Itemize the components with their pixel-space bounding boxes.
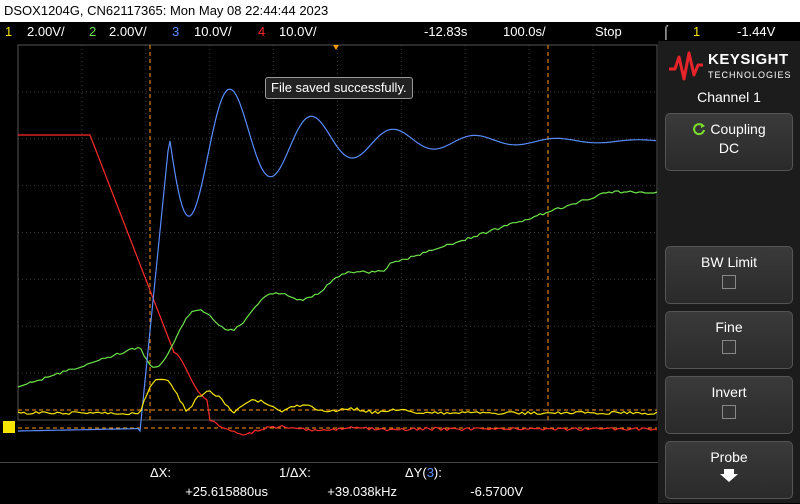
coupling-softkey[interactable]: Coupling DC [665,113,793,171]
ch1-ground-marker [3,421,15,433]
probe-softkey[interactable]: Probe [665,441,793,499]
keysight-logo: KEYSIGHT TECHNOLOGIES [668,47,793,87]
trigger-channel[interactable]: 1 [693,22,700,41]
horizontal-delay[interactable]: -12.83s [424,22,467,41]
coupling-label: Coupling [666,121,792,137]
invert-label: Invert [666,384,792,400]
invert-checkbox[interactable] [722,405,736,419]
rotate-icon [692,122,706,136]
softkey-panel: KEYSIGHT TECHNOLOGIES Channel 1 Coupling… [658,41,800,503]
ch1-number[interactable]: 1 [5,22,12,41]
ch2-scale[interactable]: 2.00V/ [109,22,147,41]
ch4-number[interactable]: 4 [258,22,265,41]
trigger-level[interactable]: -1.44V [737,22,775,41]
coupling-label-text: Coupling [710,121,765,137]
status-popup: File saved successfully. [265,77,413,99]
title-bar: DSOX1204G, CN62117365: Mon May 08 22:44:… [0,0,800,22]
ch3-number[interactable]: 3 [172,22,179,41]
inv-dx-label: 1/ΔX: [279,465,311,480]
ch4-scale[interactable]: 10.0V/ [279,22,317,41]
scope-grid [0,41,658,449]
inv-dx-value: +39.038kHz [279,484,397,499]
invert-softkey[interactable]: Invert [665,376,793,434]
arrow-down-icon [666,469,792,482]
ch2-number[interactable]: 2 [89,22,96,41]
fine-label: Fine [666,319,792,335]
dx-value: +25.615880us [150,484,268,499]
brand-name: KEYSIGHT [708,51,789,68]
dy-value: -6.5700V [405,484,523,499]
ch3-trace [18,89,656,431]
bw-limit-checkbox[interactable] [722,275,736,289]
dy-label-pre: ΔY( [405,465,427,480]
fine-checkbox[interactable] [722,340,736,354]
fine-softkey[interactable]: Fine [665,311,793,369]
panel-title: Channel 1 [658,89,800,105]
bw-limit-softkey[interactable]: BW Limit [665,246,793,304]
run-state[interactable]: Stop [595,22,622,41]
ch1-scale[interactable]: 2.00V/ [27,22,65,41]
window-title: DSOX1204G, CN62117365: Mon May 08 22:44:… [4,3,328,18]
dy-label-post: ): [434,465,442,480]
measurement-bar: ΔX: +25.615880us 1/ΔX: +39.038kHz ΔY(3):… [0,462,658,504]
waveform-display[interactable]: File saved successfully. [0,41,658,449]
status-bar: 1 2.00V/ 2 2.00V/ 3 10.0V/ 4 10.0V/ -12.… [0,22,800,41]
popup-message: File saved successfully. [271,80,407,95]
trigger-edge-icon: ⌠ [662,22,670,41]
ch3-scale[interactable]: 10.0V/ [194,22,232,41]
dy-label: ΔY(3): [405,465,442,480]
probe-label: Probe [666,449,792,465]
trigger-position-marker [333,45,339,50]
coupling-value: DC [666,140,792,156]
bw-limit-label: BW Limit [666,254,792,270]
keysight-wave-icon [668,51,704,81]
timebase-scale[interactable]: 100.0s/ [503,22,546,41]
dx-label: ΔX: [150,465,171,480]
brand-subtitle: TECHNOLOGIES [708,70,792,80]
dy-channel: 3 [427,465,434,480]
